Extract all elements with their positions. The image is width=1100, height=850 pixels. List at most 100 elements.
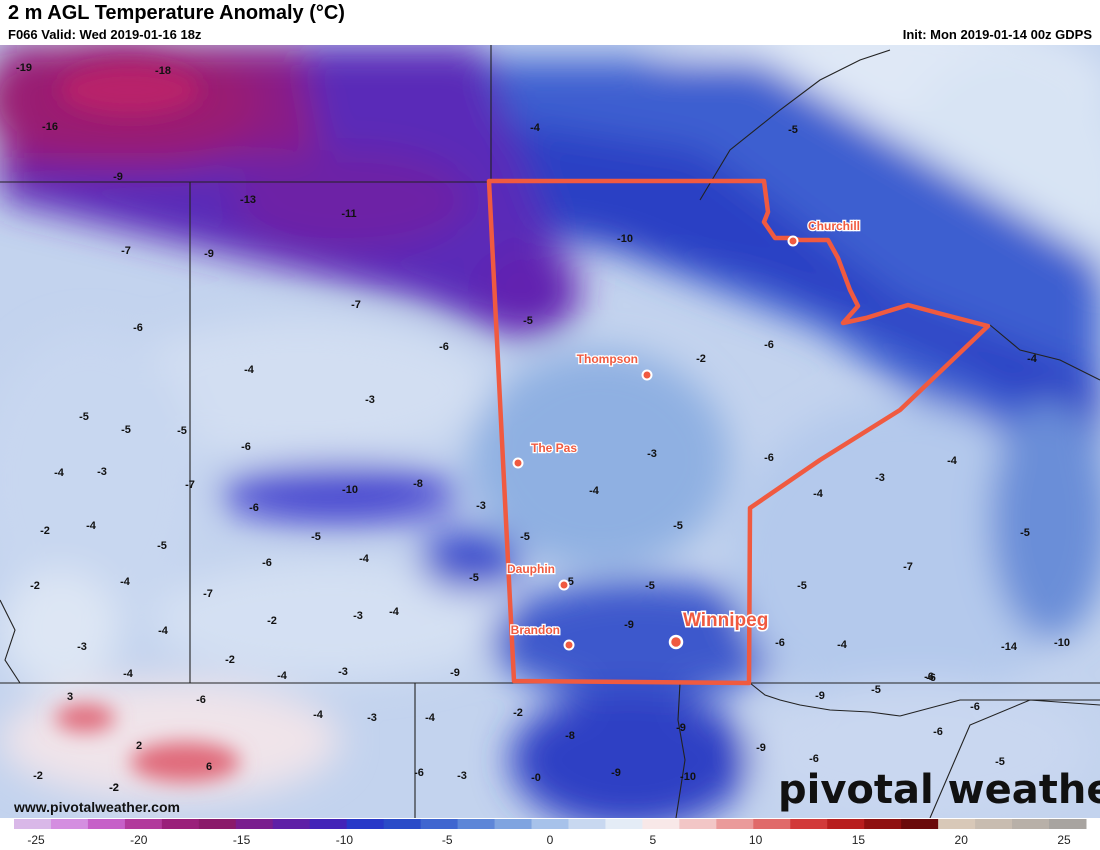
colorbar-swatch [568,819,606,829]
contour-label: -13 [240,194,256,206]
contour-label: 2 [136,740,142,752]
city-label: Dauphin [507,562,555,576]
contour-label: -10 [342,484,358,496]
contour-label: -5 [1020,527,1030,539]
map-title: 2 m AGL Temperature Anomaly (°C) [8,2,345,24]
contour-label: -4 [86,520,97,532]
contour-label: -3 [476,500,486,512]
contour-label: -3 [77,641,87,653]
contour-label: -6 [924,671,934,683]
contour-label: -4 [1027,353,1038,365]
colorbar-swatch [827,819,865,829]
contour-label: -4 [837,639,848,651]
contour-label: -9 [756,742,766,754]
colorbar-tick-label: 5 [649,833,656,847]
contour-label: -10 [680,771,696,783]
city-label: Winnipeg [683,610,768,631]
anomaly-map: -19 -18 -16 -9 -13 -11 -9 -7 -6 -7 -6 -4 -3 -5 -5 -5 -6 -… [0,45,1100,818]
colorbar-swatch [124,819,163,829]
city-label: Brandon [511,623,560,637]
colorbar-tick-label: 10 [749,833,763,847]
colorbar-swatch [642,819,680,829]
colorbar-swatch [716,819,754,829]
manitoba-boundary [486,178,991,686]
contour-label: -4 [54,467,65,479]
colorbar-tick-label: 15 [852,833,866,847]
contour-label: -10 [617,233,633,245]
contour-label: -3 [367,712,377,724]
contour-label: -2 [33,770,43,782]
contour-label: -3 [97,466,107,478]
contour-label: -3 [875,472,885,484]
contour-label: -7 [185,479,195,491]
contour-label: -5 [311,531,321,543]
contour-label: -6 [926,672,936,684]
contour-label: -6 [933,726,943,738]
valid-time: F066 Valid: Wed 2019-01-16 18z [8,27,202,42]
brand-logo: pivotal weather [778,767,1100,813]
colorbar-swatch [235,819,274,829]
colorbar-tick-label: -25 [27,833,45,847]
contour-label: -5 [797,580,807,592]
contour-label: -5 [995,756,1005,768]
init-time: Init: Mon 2019-01-14 00z GDPS [902,27,1092,42]
contour-label: -16 [42,121,58,133]
colorbar-swatch [790,819,828,829]
contour-label: -4 [389,606,400,618]
colorbar-tick-label: -10 [336,833,354,847]
contour-label: -7 [903,561,913,573]
colorbar-swatch [14,819,52,829]
colorbar-swatch [87,819,126,829]
contour-label: 3 [67,691,73,703]
website-url: www.pivotalweather.com [14,799,180,815]
contour-label: -2 [109,782,119,794]
contour-label: -4 [530,122,541,134]
contour-label: -5 [79,411,89,423]
contour-label: -5 [520,531,530,543]
contour-label: -3 [365,394,375,406]
contour-label: -6 [414,767,424,779]
contour-label: -11 [341,208,356,220]
colorbar-swatch [346,819,385,829]
contour-label: -7 [203,588,213,600]
colorbar-swatch [383,819,422,829]
contour-label: -3 [647,448,657,460]
contour-label: -2 [109,782,119,794]
colorbar-swatch [50,819,89,829]
contour-label: -9 [204,248,214,260]
colorbar-swatch [531,819,569,829]
contour-label: -4 [277,670,288,682]
contour-label: -4 [313,709,324,721]
contour-label: -9 [611,767,621,779]
city-marker [512,457,524,469]
contour-label: -4 [425,712,436,724]
colorbar-tick-label: 20 [955,833,969,847]
contour-label: -6 [196,694,206,706]
contour-label: -4 [947,455,958,467]
city-marker [558,579,570,591]
contour-label: -6 [262,557,272,569]
contour-label: -9 [676,722,686,734]
colorbar-swatch [1012,819,1050,829]
colorbar-swatch [1049,819,1087,829]
contour-label: -5 [523,315,533,327]
colorbar-swatch [420,819,459,829]
contour-label: -8 [565,730,575,742]
colorbar-swatch [605,819,643,829]
colorbar-tick-label: -20 [130,833,148,847]
contour-label: -8 [413,478,423,490]
contour-label: 6 [206,761,212,773]
contour-label: -5 [157,540,167,552]
contour-label: -18 [155,65,171,77]
contour-label: -6 [439,341,449,353]
contour-label: -7 [351,299,361,311]
contour-label: -7 [121,245,131,257]
colorbar-swatch [309,819,348,829]
colorbar-swatch [161,819,200,829]
contour-label: -5 [177,425,187,437]
colorbar-swatch [679,819,717,829]
contour-label: -19 [16,62,32,74]
contour-label: -4 [813,488,824,500]
colorbar: -25 -20 -15 -10 -5 0 5 10 15 20 25 [14,819,1087,847]
colorbar-swatch [753,819,791,829]
